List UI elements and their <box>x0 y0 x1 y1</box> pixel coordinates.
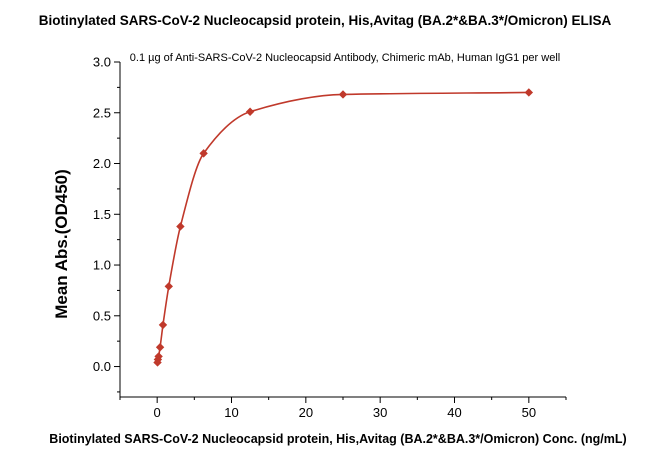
data-point <box>199 149 208 158</box>
y-tick-label: 2.0 <box>93 156 111 171</box>
data-point <box>245 107 255 116</box>
fit-curve <box>156 91 529 363</box>
data-point <box>154 352 163 361</box>
chart-subtitle: 0.1 µg of Anti-SARS-CoV-2 Nucleocapsid A… <box>130 52 560 64</box>
x-tick-label: 10 <box>224 405 238 420</box>
data-point <box>338 90 348 99</box>
y-tick-label: 2.5 <box>93 105 111 120</box>
x-tick-label: 0 <box>154 405 161 420</box>
y-axis-label: Mean Abs.(OD450) <box>52 169 71 319</box>
x-tick-label: 30 <box>373 405 387 420</box>
x-tick-label: 20 <box>299 405 313 420</box>
x-tick-label: 50 <box>522 405 536 420</box>
x-axis-ticks: 0 10 20 30 40 50 <box>119 397 567 420</box>
x-tick-label: 40 <box>447 405 461 420</box>
data-point <box>155 343 165 352</box>
data-point <box>176 222 185 231</box>
y-axis-ticks: 0.0 0.5 1.0 1.5 2.0 2.5 3.0 <box>93 55 120 393</box>
data-points <box>153 88 534 367</box>
y-tick-label: 3.0 <box>93 55 111 70</box>
data-point <box>524 88 534 97</box>
y-tick-label: 1.5 <box>93 207 111 222</box>
y-tick-label: 1.0 <box>93 258 111 273</box>
axes <box>119 62 566 398</box>
y-tick-label: 0.5 <box>93 308 111 323</box>
y-tick-label: 0.0 <box>93 359 111 374</box>
data-point <box>164 282 173 291</box>
x-axis-label: Biotinylated SARS-CoV-2 Nucleocapsid pro… <box>49 432 626 446</box>
chart-title: Biotinylated SARS-CoV-2 Nucleocapsid pro… <box>39 13 612 28</box>
data-point <box>158 320 168 330</box>
